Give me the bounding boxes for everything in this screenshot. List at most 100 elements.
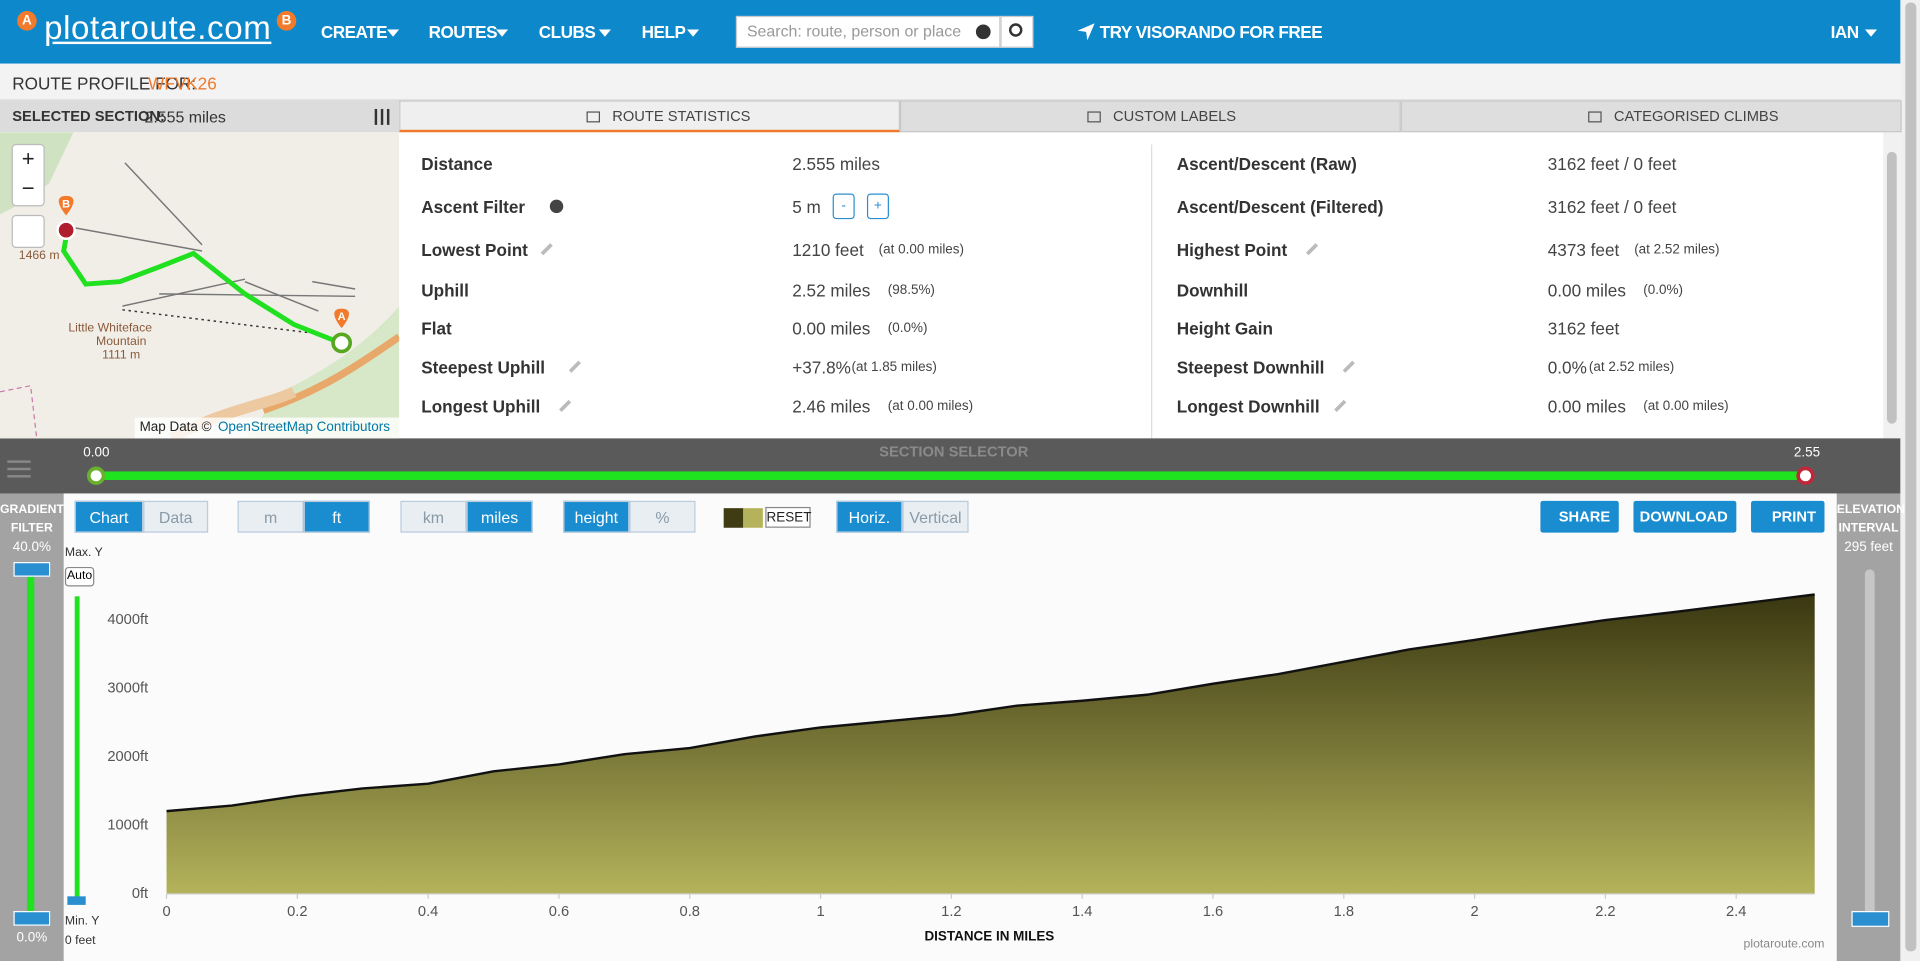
search-box[interactable]: Search: route, person or place: [735, 15, 1001, 48]
panel-toggle[interactable]: [380, 108, 384, 125]
reset-button[interactable]: RESET: [765, 506, 811, 528]
stat-label: Longest Downhill: [1176, 396, 1320, 417]
start-handle[interactable]: [86, 466, 106, 485]
toggle-button[interactable]: Horiz.: [836, 500, 903, 533]
stat-label: Lowest Point: [421, 240, 528, 260]
toggle-button[interactable]: height: [563, 500, 630, 533]
toggle-button[interactable]: miles: [466, 500, 533, 533]
stat-note: (0.0%): [887, 320, 928, 336]
gradient-handle[interactable]: [13, 911, 51, 926]
y-slider-handle[interactable]: [67, 896, 86, 905]
action-button[interactable]: PRINT: [1751, 500, 1825, 533]
tab-icon: [1588, 111, 1602, 123]
layer-button[interactable]: [11, 214, 45, 248]
action-button[interactable]: SHARE: [1540, 500, 1619, 533]
min-y-value: 0 feet: [64, 934, 96, 948]
menu-icon[interactable]: [7, 460, 31, 463]
arrow: [1077, 23, 1095, 41]
selector-track[interactable]: [95, 471, 1808, 481]
stat-label: Downhill: [1176, 280, 1249, 301]
caret: [1864, 29, 1878, 37]
panel-toggle[interactable]: [374, 108, 378, 125]
y-tick-label: 2000ft: [107, 749, 148, 765]
user-menu[interactable]: IAN: [1830, 22, 1860, 42]
selected-value: 2.555 miles: [144, 107, 226, 127]
x-tick-label: 0.8: [680, 904, 700, 920]
map-label: Little Whiteface: [68, 320, 152, 334]
toggle-button[interactable]: Data: [143, 500, 209, 533]
stat-label: Ascent/Descent (Raw): [1176, 154, 1357, 174]
nav-item[interactable]: HELP: [641, 22, 686, 42]
x-tick-label: 0.6: [549, 904, 569, 920]
nav-item[interactable]: CLUBS: [538, 22, 596, 42]
toggle-button[interactable]: %: [629, 500, 696, 533]
nav-item[interactable]: ROUTES: [428, 22, 498, 42]
stat-note: (0.0%): [1643, 282, 1683, 298]
x-tick-label: 2.2: [1595, 904, 1615, 920]
promo-link[interactable]: TRY VISORANDO FOR FREE: [1099, 22, 1323, 42]
stat-value: 0.00 miles: [1547, 396, 1626, 417]
toggle-button[interactable]: ft: [303, 500, 370, 533]
end-marker[interactable]: [56, 220, 76, 241]
toggle-button[interactable]: km: [400, 500, 467, 533]
tab[interactable]: CUSTOM LABELS: [900, 100, 1401, 133]
gradient-handle[interactable]: [13, 562, 51, 577]
stat-label: Steepest Uphill: [421, 357, 546, 378]
selector-start: 0.00: [83, 445, 110, 461]
x-tick-label: 0.2: [287, 904, 307, 920]
max-y-label: Max. Y: [64, 546, 103, 560]
stat-value: 3162 feet: [1547, 318, 1620, 338]
attribution-link[interactable]: OpenStreetMap Contributors: [218, 419, 390, 434]
search-clear[interactable]: [975, 24, 991, 40]
menu-icon[interactable]: [7, 467, 31, 471]
toggle-button[interactable]: m: [237, 500, 304, 533]
interval-title: ELEVATION INTERVAL: [1836, 503, 1906, 536]
caret: [386, 29, 400, 37]
selector-end: 2.55: [1793, 445, 1821, 461]
toggle-button[interactable]: Chart: [74, 500, 144, 533]
action-button[interactable]: DOWNLOAD: [1633, 500, 1737, 533]
gradient-title: GRADIENT FILTER: [0, 503, 64, 536]
info-icon[interactable]: [549, 199, 564, 214]
panel-toggle[interactable]: [386, 108, 390, 125]
x-tick-label: 2: [1471, 904, 1479, 920]
tab-icon: [586, 111, 601, 123]
color-swatch[interactable]: [723, 508, 744, 528]
color-swatch[interactable]: [743, 508, 763, 528]
scroll-thumb[interactable]: [1905, 2, 1917, 952]
zoom-button[interactable]: +: [22, 146, 35, 171]
tab[interactable]: ROUTE STATISTICS: [399, 100, 901, 133]
caret: [495, 29, 509, 37]
min-y-label: Min. Y: [64, 914, 100, 929]
start-pin: [334, 308, 349, 329]
tab-label: CATEGORISED CLIMBS: [1613, 107, 1779, 125]
stat-value: 5 m: [792, 197, 821, 217]
scroll-thumb: [1886, 151, 1897, 424]
stat-value: 2.52 miles: [792, 280, 871, 301]
caret-icon: [386, 29, 400, 37]
gradient-max: 40.0%: [12, 540, 51, 555]
interval-handle[interactable]: [1851, 911, 1890, 927]
caret-icon: [686, 29, 700, 37]
toggle-button[interactable]: Vertical: [902, 500, 969, 533]
route-id[interactable]: WFVK26: [148, 73, 217, 94]
auto-button[interactable]: Auto: [64, 566, 95, 587]
x-tick-label: 2.4: [1726, 904, 1746, 920]
stat-value: 2.555 miles: [792, 154, 880, 174]
start-marker[interactable]: [331, 332, 353, 354]
menu-icon[interactable]: [7, 475, 31, 478]
x-tick-label: 1.2: [941, 904, 961, 920]
nav-item[interactable]: CREATE: [320, 22, 388, 42]
x-tick-label: 1.4: [1072, 904, 1092, 920]
filter-button[interactable]: +: [866, 193, 889, 220]
search-button[interactable]: [1000, 15, 1034, 48]
stat-label: Highest Point: [1176, 240, 1288, 260]
end-handle[interactable]: [1796, 466, 1815, 485]
tab[interactable]: CATEGORISED CLIMBS: [1400, 100, 1902, 133]
zoom-box: [11, 143, 45, 207]
stat-value: 2.46 miles: [792, 396, 871, 417]
logo[interactable]: plotaroute.com: [44, 9, 272, 47]
zoom-button[interactable]: −: [22, 176, 35, 201]
filter-button[interactable]: -: [832, 193, 855, 220]
